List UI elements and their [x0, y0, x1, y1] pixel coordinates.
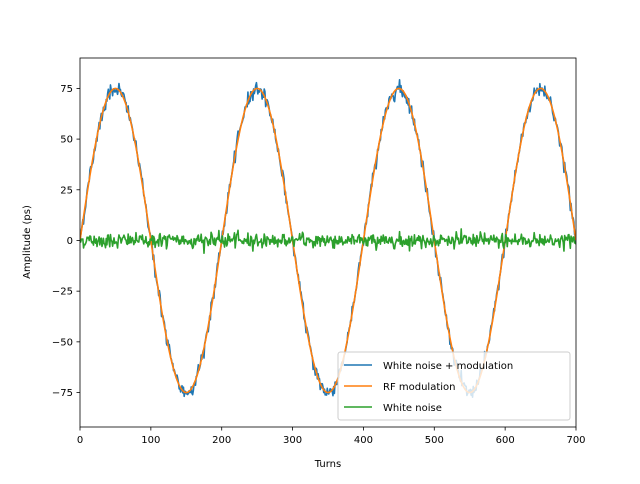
y-tick-label-25: 25: [60, 185, 73, 196]
series-layer: [80, 78, 576, 399]
series-line-white-noise: [80, 228, 576, 254]
y-tick-label--25: −25: [52, 287, 73, 298]
x-tick-label-200: 200: [212, 435, 231, 446]
x-tick-label-500: 500: [425, 435, 444, 446]
y-tick-label-0: 0: [67, 236, 73, 247]
x-tick-label-400: 400: [354, 435, 373, 446]
legend: White noise + modulation RF modulation Whi…: [337, 351, 571, 421]
legend-label-0: White noise + modulation: [383, 361, 513, 372]
y-tick-label-50: 50: [60, 135, 73, 146]
x-tick-label-600: 600: [496, 435, 515, 446]
x-tick-label-300: 300: [283, 435, 302, 446]
axes-frame: [79, 57, 577, 428]
y-tick-label--75: −75: [52, 388, 73, 399]
legend-label-1: RF modulation: [383, 382, 456, 393]
y-tick-label--50: −50: [52, 337, 73, 348]
x-tick-label-100: 100: [141, 435, 160, 446]
y-axis-label: Amplitude (ps): [22, 205, 33, 279]
x-tick-label-0: 0: [77, 435, 83, 446]
axes-layer: 0 100 200 300 400 500 600 700 −75 −50 −25 0 25 50 75: [52, 57, 586, 446]
y-tick-label-75: 75: [60, 84, 73, 95]
x-axis-label: Turns: [314, 459, 341, 470]
legend-label-2: White noise: [383, 403, 442, 414]
series-line-rf-modulation: [80, 87, 576, 394]
legend-box: [337, 351, 571, 421]
x-tick-label-700: 700: [566, 435, 585, 446]
